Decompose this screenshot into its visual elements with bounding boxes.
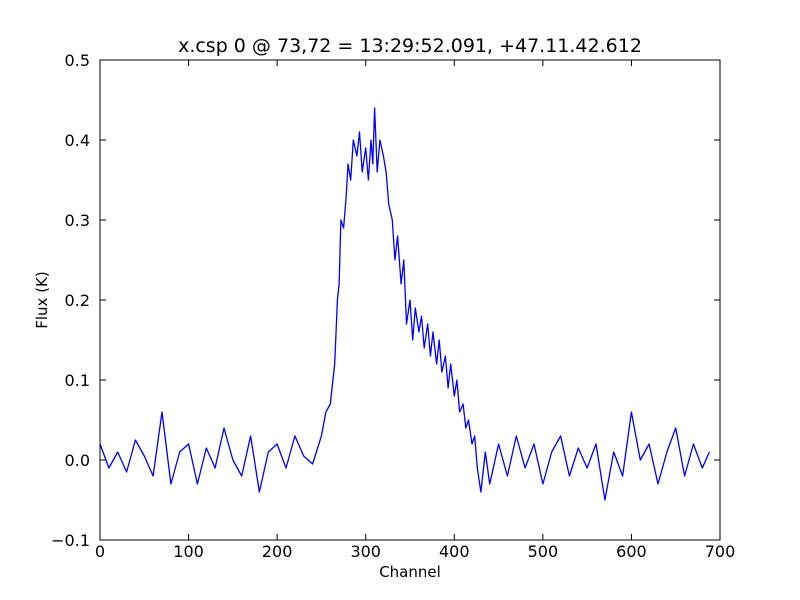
x-tick-label: 0 (95, 542, 105, 561)
plot-frame (99, 59, 721, 541)
x-tick-label: 300 (350, 542, 381, 561)
y-tick-label: 0.2 (65, 291, 90, 310)
series-line-0 (99, 107, 710, 501)
chart-title: x.csp 0 @ 73,72 = 13:29:52.091, +47.11.4… (178, 35, 642, 57)
x-tick-label: 100 (173, 542, 204, 561)
y-tick-label: −0.1 (51, 531, 90, 550)
x-tick-label: 400 (439, 542, 470, 561)
y-tick-label: 0.3 (65, 211, 90, 230)
y-tick-label: 0.0 (65, 451, 90, 470)
x-tick-label: 500 (528, 542, 559, 561)
x-tick-label: 600 (616, 542, 647, 561)
plot-area (99, 107, 710, 501)
x-axis-label: Channel (379, 563, 441, 581)
y-tick-label: 0.4 (65, 131, 90, 150)
y-axis-label: Flux (K) (33, 271, 51, 329)
x-tick-label: 200 (262, 542, 293, 561)
y-tick-label: 0.1 (65, 371, 90, 390)
x-tick-label: 700 (705, 542, 736, 561)
ticks: 0 100 200 300 400 500 600 700 −0.1 0.0 0.1 0.2 0.3 0.… (51, 51, 735, 561)
y-tick-label: 0.5 (65, 51, 90, 70)
